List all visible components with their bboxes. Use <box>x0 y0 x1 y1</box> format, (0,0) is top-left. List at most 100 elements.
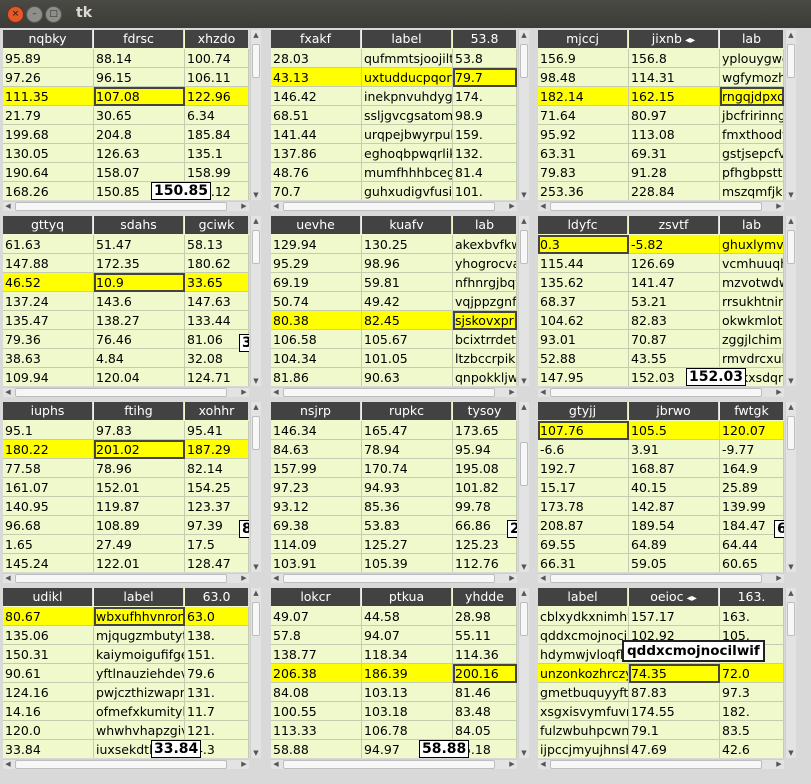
table-cell[interactable]: 126.69 <box>629 254 720 273</box>
scroll-down-arrow-icon[interactable]: ▼ <box>788 749 794 757</box>
column-header[interactable]: tysoy <box>453 402 517 420</box>
horizontal-scrollbar[interactable]: ◀ ▶ <box>538 759 784 769</box>
table-cell[interactable]: 57.8 <box>271 626 362 645</box>
table-cell[interactable]: 118.34 <box>362 645 453 664</box>
table-cell[interactable]: 98.96 <box>362 254 453 273</box>
table-cell[interactable]: vcmhuuqha <box>720 254 784 273</box>
scroll-columns-arrows-icon[interactable]: ◂▸ <box>683 593 697 604</box>
table-cell[interactable]: 105.39 <box>362 554 453 572</box>
table-cell[interactable]: 200.16 <box>453 664 517 683</box>
table-cell[interactable]: 141.44 <box>271 125 362 144</box>
table-cell[interactable]: 156.9 <box>538 49 629 68</box>
table-grid[interactable]: mjccj jixnb ◂▸ lab 156.9 156.8 yplouygwo 98.48… <box>538 30 784 200</box>
scroll-down-arrow-icon[interactable]: ▼ <box>788 563 794 571</box>
table-cell[interactable]: 101. <box>453 182 517 200</box>
table-cell[interactable]: 135.1 <box>185 144 249 163</box>
table-cell[interactable]: 150.31 <box>3 645 94 664</box>
horizontal-scrollbar[interactable]: ◀ ▶ <box>271 573 517 583</box>
table-cell[interactable]: 114.36 <box>453 645 517 664</box>
scroll-down-arrow-icon[interactable]: ▼ <box>253 563 259 571</box>
column-header[interactable]: 63.0 <box>185 588 249 606</box>
table-cell[interactable]: 201.02 <box>94 440 185 459</box>
table-cell[interactable]: 105.5 <box>629 421 720 440</box>
table-cell[interactable]: 81.46 <box>453 683 517 702</box>
column-header[interactable]: gtyjj <box>538 402 628 420</box>
table-grid[interactable]: lokcr ptkua yhdde 49.07 44.58 28.98 57.8 94.07 5… <box>271 588 517 758</box>
table-cell[interactable]: 97.3 <box>720 683 784 702</box>
vertical-scrollbar[interactable]: ▲ ▼ <box>518 30 529 200</box>
scroll-right-arrow-icon[interactable]: ▶ <box>776 388 782 396</box>
table-cell[interactable]: 124.16 <box>3 683 94 702</box>
table-cell[interactable]: 93.12 <box>271 497 362 516</box>
scroll-left-arrow-icon[interactable]: ◀ <box>273 574 279 582</box>
column-header[interactable]: udikl <box>3 588 93 606</box>
table-cell[interactable]: 182.14 <box>538 87 629 106</box>
table-cell[interactable]: 128.47 <box>185 554 249 572</box>
table-cell[interactable]: urqpejbwyrpuhfdv <box>362 125 453 144</box>
table-cell[interactable]: 106.78 <box>362 721 453 740</box>
table-cell[interactable]: 103.18 <box>362 702 453 721</box>
table-cell[interactable]: 119.87 <box>94 497 185 516</box>
scroll-right-arrow-icon[interactable]: ▶ <box>241 202 247 210</box>
table-cell[interactable]: 97.83 <box>94 421 185 440</box>
table-cell[interactable]: ijpccjmyujhnshjp <box>538 740 629 758</box>
table-cell[interactable]: 95.29 <box>271 254 362 273</box>
vertical-scroll-thumb[interactable] <box>520 602 528 636</box>
table-cell[interactable]: 124.71 <box>185 368 249 386</box>
vertical-scrollbar[interactable]: ▲ ▼ <box>518 588 529 758</box>
table-cell[interactable]: yplouygwo <box>720 49 784 68</box>
scroll-down-arrow-icon[interactable]: ▼ <box>253 191 259 199</box>
table-cell[interactable]: 6.34 <box>185 106 249 125</box>
table-cell[interactable]: 109.94 <box>3 368 94 386</box>
table-cell[interactable]: 104.34 <box>271 349 362 368</box>
maximize-window-button[interactable]: □ <box>45 6 62 23</box>
table-cell[interactable]: ltzbccrpikb <box>453 349 517 368</box>
table-cell[interactable]: kaiymoigufifgell <box>94 645 185 664</box>
table-cell[interactable]: 90.63 <box>362 368 453 386</box>
table-cell[interactable]: 105.67 <box>362 330 453 349</box>
table-cell[interactable]: wgfymozhf <box>720 68 784 87</box>
horizontal-scrollbar[interactable]: ◀ ▶ <box>538 573 784 583</box>
table-cell[interactable]: 114.31 <box>629 68 720 87</box>
table-cell[interactable]: 103.91 <box>271 554 362 572</box>
table-cell[interactable]: 87.83 <box>629 683 720 702</box>
table-cell[interactable]: 187.29 <box>185 440 249 459</box>
table-cell[interactable]: 190.64 <box>3 163 94 182</box>
table-cell[interactable]: 80.38 <box>271 311 362 330</box>
table-grid[interactable]: nsjrp rupkc tysoy 146.34 165.47 173.65 84.63 78… <box>271 402 517 572</box>
horizontal-scroll-thumb[interactable] <box>550 760 762 769</box>
table-cell[interactable]: 0.3 <box>538 235 629 254</box>
table-cell[interactable]: 130.25 <box>362 235 453 254</box>
scroll-up-arrow-icon[interactable]: ▲ <box>253 217 259 225</box>
table-cell[interactable]: 163. <box>720 607 784 626</box>
table-cell[interactable]: 53.83 <box>362 516 453 535</box>
table-cell[interactable]: 158.07 <box>94 163 185 182</box>
horizontal-scrollbar[interactable]: ◀ ▶ <box>271 201 517 211</box>
table-cell[interactable]: 104.62 <box>538 311 629 330</box>
scroll-left-arrow-icon[interactable]: ◀ <box>5 574 11 582</box>
horizontal-scrollbar[interactable]: ◀ ▶ <box>3 201 249 211</box>
table-cell[interactable]: 138.77 <box>271 645 362 664</box>
table-cell[interactable]: 96.68 <box>3 516 94 535</box>
table-cell[interactable]: mszqmfjkb <box>722 182 784 200</box>
table-cell[interactable]: 82.14 <box>185 459 249 478</box>
horizontal-scrollbar[interactable]: ◀ ▶ <box>271 387 517 397</box>
table-cell[interactable]: 80.67 <box>3 607 94 626</box>
column-header[interactable]: oeioc ◂▸ <box>629 588 719 606</box>
table-cell[interactable]: 94.93 <box>362 478 453 497</box>
table-cell[interactable]: gstjsepcfvc <box>720 144 784 163</box>
scroll-left-arrow-icon[interactable]: ◀ <box>5 760 11 768</box>
column-header[interactable]: lokcr <box>271 588 361 606</box>
vertical-scroll-thumb[interactable] <box>787 416 795 450</box>
table-cell[interactable]: 168.26 <box>3 182 94 200</box>
column-header[interactable]: 163. <box>720 588 784 606</box>
horizontal-scroll-thumb[interactable] <box>15 202 227 211</box>
table-grid[interactable]: udikllabel63.080.67wbxufhhvnronmbqc63.01… <box>3 588 249 758</box>
table-cell[interactable]: 156.8 <box>629 49 720 68</box>
table-cell[interactable]: unzonkozhrczywwc <box>538 664 629 683</box>
table-cell[interactable]: 30.65 <box>94 106 185 125</box>
table-cell[interactable]: bcixtrrdetb <box>453 330 517 349</box>
horizontal-scroll-thumb[interactable] <box>15 388 227 397</box>
table-cell[interactable]: 101.82 <box>453 478 517 497</box>
scroll-right-arrow-icon[interactable]: ▶ <box>776 202 782 210</box>
